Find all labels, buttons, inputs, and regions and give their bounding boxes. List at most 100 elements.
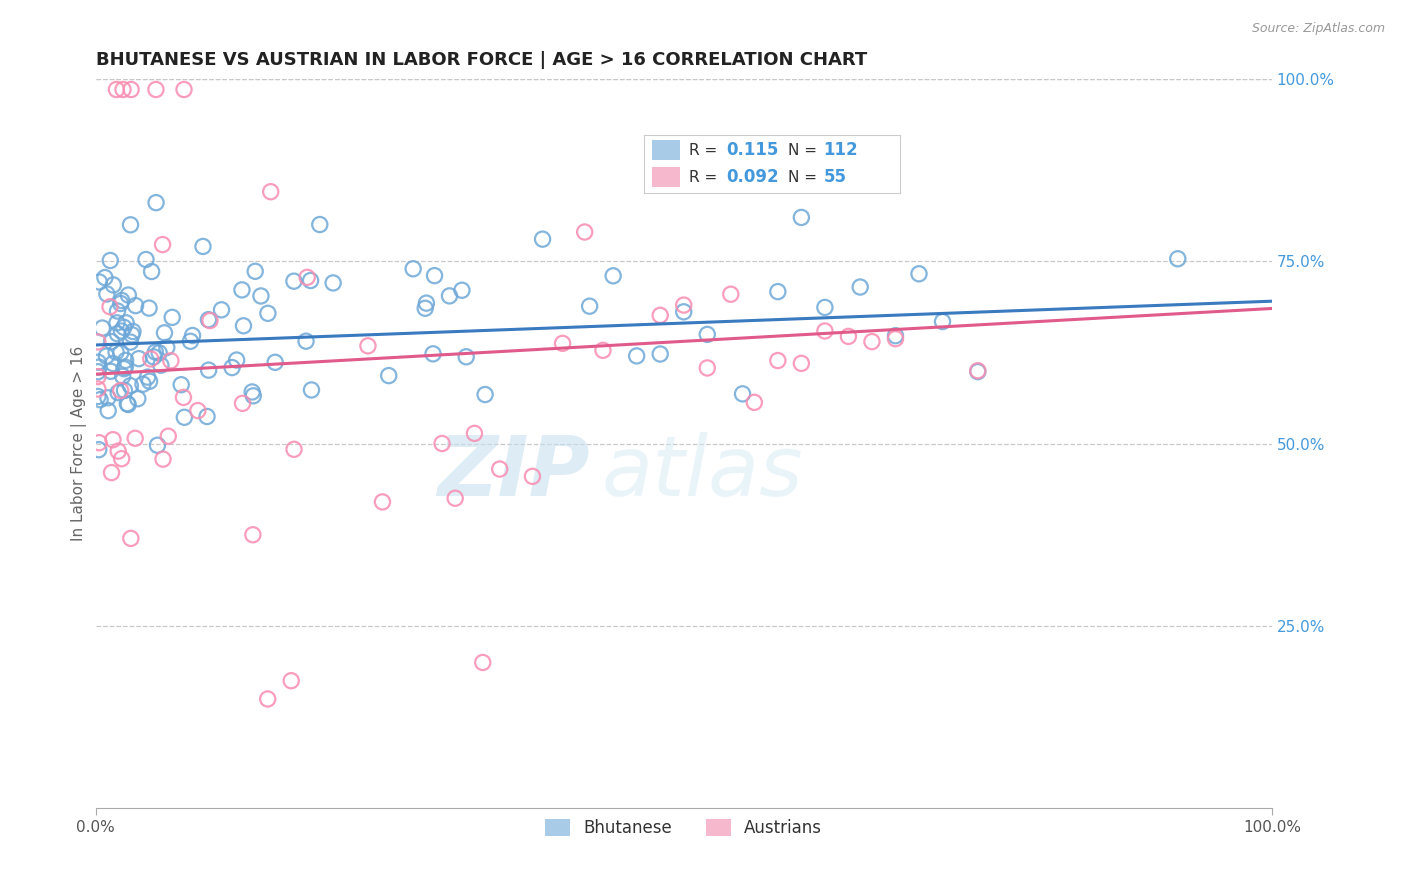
Point	[250, 289, 273, 303]
Point	[299, 273, 322, 287]
Point	[101, 433, 124, 447]
Point	[357, 339, 380, 353]
Point	[120, 378, 142, 392]
Point	[87, 334, 110, 349]
Point	[115, 316, 138, 330]
Point	[136, 370, 159, 384]
Point	[439, 289, 461, 303]
Point	[301, 383, 323, 397]
Point	[837, 329, 859, 343]
Point	[650, 309, 672, 323]
Point	[145, 195, 167, 210]
Point	[91, 321, 114, 335]
Point	[110, 296, 132, 310]
Point	[112, 361, 135, 376]
Point	[531, 232, 554, 246]
Point	[415, 296, 437, 310]
Point	[221, 360, 243, 375]
Point	[114, 353, 136, 368]
Point	[187, 403, 209, 417]
Point	[153, 326, 176, 340]
Point	[731, 387, 754, 401]
Point	[87, 435, 110, 450]
Point	[114, 360, 136, 375]
Point	[766, 353, 789, 368]
Point	[402, 261, 425, 276]
Bar	[652, 167, 681, 187]
Point	[790, 356, 813, 370]
Point	[160, 310, 183, 325]
Point	[117, 288, 139, 302]
Point	[966, 365, 988, 379]
Point	[145, 82, 167, 96]
Point	[931, 315, 953, 329]
Point	[849, 280, 872, 294]
Text: R =: R =	[689, 143, 723, 158]
Point	[198, 313, 221, 327]
Point	[551, 336, 574, 351]
Point	[105, 82, 128, 96]
Point	[181, 328, 204, 343]
Point	[242, 389, 264, 403]
Point	[139, 351, 162, 366]
Point	[908, 267, 931, 281]
Point	[766, 285, 789, 299]
Point	[522, 469, 544, 483]
Point	[120, 82, 142, 96]
Point	[814, 301, 837, 315]
Point	[138, 374, 160, 388]
Point	[225, 353, 247, 368]
Point	[127, 392, 149, 406]
Point	[112, 320, 135, 334]
Point	[260, 185, 283, 199]
Point	[152, 452, 174, 467]
Point	[430, 436, 453, 450]
Text: atlas: atlas	[602, 433, 803, 513]
Point	[884, 332, 907, 346]
Point	[101, 357, 124, 371]
Point	[444, 491, 467, 506]
Point	[100, 334, 122, 349]
Point	[157, 429, 180, 443]
Point	[578, 299, 600, 313]
Point	[626, 349, 648, 363]
Point	[89, 392, 111, 407]
Point	[231, 283, 253, 297]
Point	[860, 334, 883, 349]
Point	[422, 347, 444, 361]
Point	[197, 312, 219, 326]
Text: N =: N =	[787, 169, 821, 185]
Point	[96, 287, 118, 301]
Point	[122, 325, 145, 339]
Point	[107, 385, 129, 400]
Point	[195, 409, 218, 424]
Point	[423, 268, 446, 283]
Point	[173, 82, 195, 96]
Point	[884, 328, 907, 343]
Point	[720, 287, 742, 301]
Point	[672, 305, 695, 319]
Point	[650, 347, 672, 361]
Point	[87, 442, 110, 457]
Point	[322, 276, 344, 290]
Point	[211, 302, 233, 317]
Point	[413, 301, 436, 316]
Point	[264, 355, 287, 369]
Point	[87, 360, 110, 375]
Point	[463, 426, 485, 441]
Point	[179, 334, 201, 349]
Point	[117, 397, 139, 411]
Point	[141, 264, 163, 278]
Point	[308, 218, 330, 232]
Point	[138, 301, 160, 315]
Point	[471, 656, 494, 670]
Text: 0.092: 0.092	[727, 168, 779, 186]
Point	[488, 462, 510, 476]
Point	[117, 398, 139, 412]
Text: 112: 112	[824, 141, 858, 160]
Point	[197, 363, 219, 377]
Point	[111, 369, 134, 384]
Point	[120, 532, 142, 546]
Point	[124, 299, 146, 313]
Text: R =: R =	[689, 169, 723, 185]
